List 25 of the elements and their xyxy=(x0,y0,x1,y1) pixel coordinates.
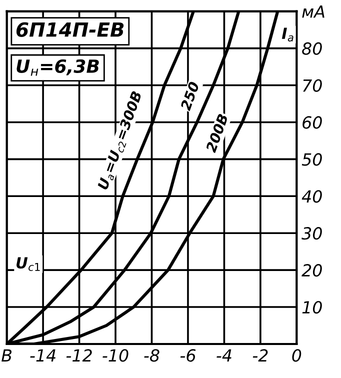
y-tick-label: 80 xyxy=(302,42,322,55)
annotation: U$_{н}$=6,3В xyxy=(16,59,99,76)
y-tick-label: 40 xyxy=(302,190,322,203)
x-tick-label: -10 xyxy=(102,349,128,362)
y-tick-label: 10 xyxy=(302,300,322,314)
x-tick-label: В xyxy=(2,349,12,362)
annotation: I$_{a}$ xyxy=(282,28,294,42)
text: 250 xyxy=(180,81,200,112)
x-tick-label: -6 xyxy=(180,349,196,362)
y-tick-label: 60 xyxy=(302,116,322,129)
y-tick-label: 30 xyxy=(302,227,322,240)
y-tick-label: 50 xyxy=(302,153,322,166)
text: 200В xyxy=(205,113,228,154)
y-tick-label: мА xyxy=(302,6,324,18)
x-tick-label: -12 xyxy=(66,349,92,362)
x-tick-label: -14 xyxy=(30,349,56,362)
x-tick-label: -2 xyxy=(252,349,268,362)
text: U$_{a}$=U$_{c2}$=300В xyxy=(97,90,144,191)
x-tick-label: 0 xyxy=(292,349,302,362)
y-tick-label: 70 xyxy=(303,79,322,92)
x-tick-label: -4 xyxy=(216,349,232,362)
y-tick-label: 20 xyxy=(302,264,322,277)
annotation: 6П14П-ЕВ xyxy=(16,22,124,37)
annotation: U$_{c1}$ xyxy=(16,257,40,272)
x-tick-label: -8 xyxy=(144,349,160,362)
